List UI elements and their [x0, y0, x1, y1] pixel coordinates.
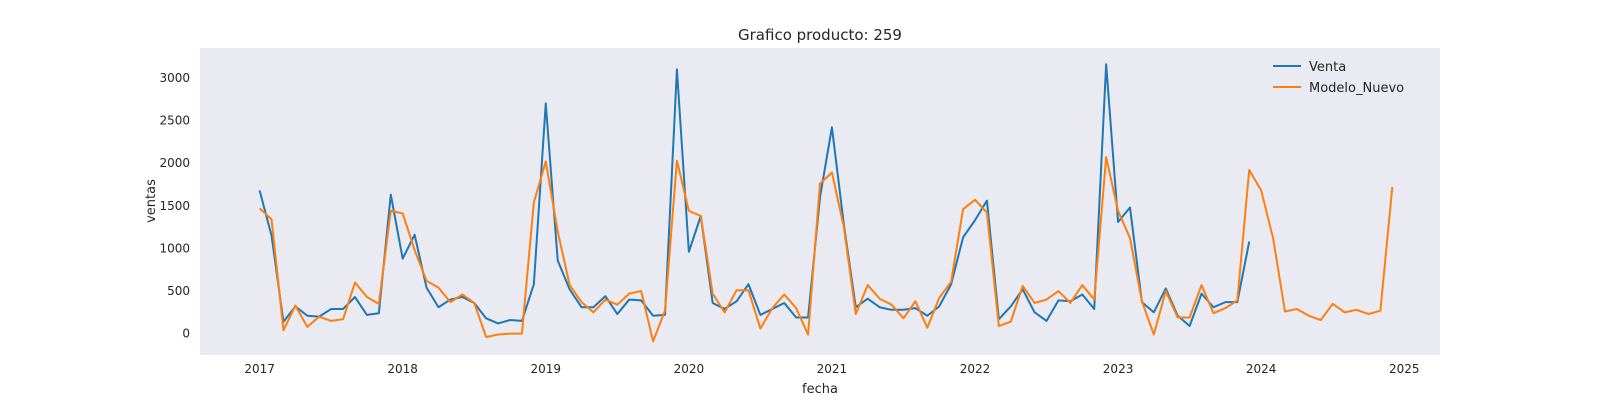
chart-title: Grafico producto: 259 [738, 26, 902, 44]
series-line-venta [258, 63, 1251, 328]
y-tick-label: 0 [182, 327, 190, 341]
legend-label: Venta [1309, 60, 1346, 75]
x-tick-label: 2024 [1246, 362, 1277, 376]
y-tick-label: 1000 [159, 241, 190, 255]
y-tick-label: 2000 [159, 156, 190, 170]
series-lines [258, 63, 1394, 343]
y-tick-label: 2500 [159, 113, 190, 127]
x-tick-label: 2022 [960, 362, 991, 376]
legend: Venta Modelo_Nuevo [1273, 60, 1404, 96]
x-axis-label: fecha [802, 382, 838, 397]
legend-label: Modelo_Nuevo [1309, 81, 1404, 96]
x-tick-label: 2021 [817, 362, 848, 376]
x-tick-labels: 2017 2018 2019 2020 2021 2022 2023 2024 2025 [244, 362, 1419, 376]
x-tick-label: 2018 [387, 362, 418, 376]
y-axis-label: ventas [144, 179, 159, 223]
y-tick-label: 500 [167, 284, 190, 298]
y-tick-label: 3000 [159, 71, 190, 85]
y-tick-labels: 0 500 1000 1500 2000 2500 3000 [159, 71, 190, 341]
x-tick-label: 2025 [1389, 362, 1420, 376]
y-tick-label: 1500 [159, 199, 190, 213]
x-tick-label: 2020 [674, 362, 705, 376]
x-tick-label: 2019 [530, 362, 561, 376]
x-tick-label: 2023 [1103, 362, 1134, 376]
series-line-modelo-nuevo [258, 156, 1394, 343]
x-tick-label: 2017 [244, 362, 275, 376]
